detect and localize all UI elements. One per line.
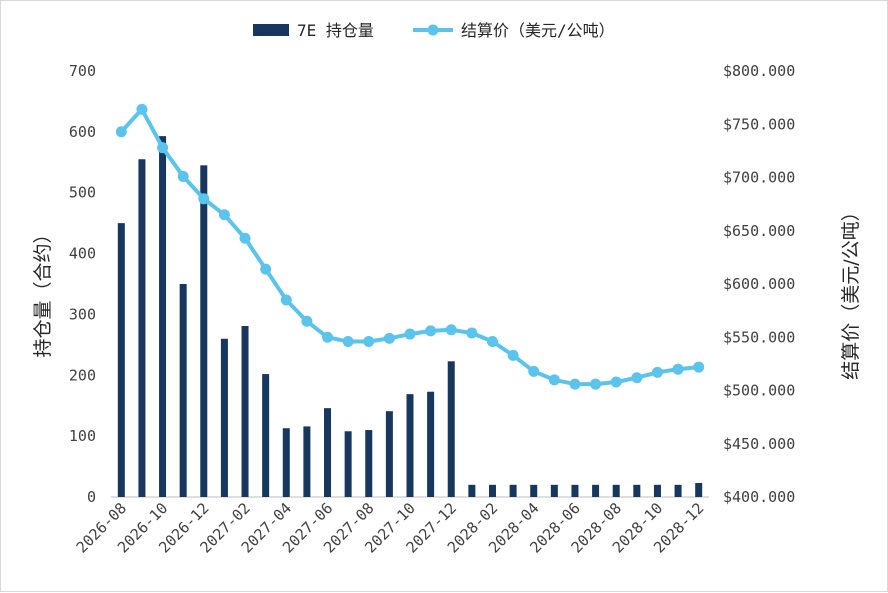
line-point bbox=[404, 328, 416, 340]
y-left-tick-label: 0 bbox=[87, 488, 96, 506]
y-left-tick-label: 500 bbox=[69, 184, 96, 202]
line-point bbox=[342, 336, 354, 348]
x-ticks: 2026-082026-102026-122027-022027-042027-… bbox=[73, 499, 708, 556]
line-point bbox=[115, 126, 127, 138]
y-right-tick-label: $650.000 bbox=[723, 222, 795, 240]
y-right-tick-label: $600.000 bbox=[723, 275, 795, 293]
line-point bbox=[322, 331, 334, 343]
line-point bbox=[528, 365, 540, 377]
bar bbox=[612, 484, 620, 497]
line-point bbox=[218, 209, 230, 221]
line-point bbox=[631, 372, 643, 384]
bar bbox=[220, 338, 228, 497]
line-point bbox=[507, 349, 519, 361]
legend: 7E 持仓量 结算价（美元/公吨） bbox=[253, 21, 615, 40]
bar bbox=[695, 483, 703, 497]
bar bbox=[282, 428, 290, 497]
line-point bbox=[363, 336, 375, 348]
line-point bbox=[280, 294, 292, 306]
bar bbox=[406, 394, 414, 497]
bar bbox=[468, 484, 476, 497]
bar bbox=[179, 284, 187, 497]
line-point bbox=[136, 103, 148, 115]
line-point bbox=[569, 378, 581, 390]
bar bbox=[200, 165, 208, 498]
y-left-tick-label: 100 bbox=[69, 427, 96, 445]
legend-line-marker bbox=[427, 24, 439, 36]
line-point bbox=[693, 361, 705, 373]
bar bbox=[385, 411, 393, 497]
y-right-tick-label: $700.000 bbox=[723, 169, 795, 187]
line-point bbox=[198, 193, 210, 205]
bar bbox=[138, 159, 146, 497]
bar bbox=[530, 484, 538, 497]
y-right-tick-label: $500.000 bbox=[723, 382, 795, 400]
y-right-tick-label: $400.000 bbox=[723, 488, 795, 506]
y-right-ticks: $400.000 $450.000 $500.000 $550.000 $600.000… bbox=[723, 62, 795, 506]
line-point bbox=[445, 324, 457, 336]
y-right-tick-label: $750.000 bbox=[723, 115, 795, 133]
bar-series bbox=[117, 136, 703, 498]
line-point bbox=[157, 142, 169, 154]
legend-bar-swatch bbox=[253, 24, 289, 36]
line-point bbox=[672, 363, 684, 375]
y-right-axis-title: 结算价（美元/公吨） bbox=[840, 202, 862, 379]
y-left-ticks: 0 100 200 300 400 500 600 700 bbox=[69, 62, 96, 506]
bar bbox=[303, 426, 311, 497]
y-left-tick-label: 700 bbox=[69, 62, 96, 80]
line-point bbox=[590, 378, 602, 390]
y-right-tick-label: $550.000 bbox=[723, 328, 795, 346]
y-left-tick-label: 200 bbox=[69, 366, 96, 384]
line-point bbox=[301, 315, 313, 327]
line-point bbox=[177, 170, 189, 182]
line-point bbox=[260, 263, 272, 275]
bar bbox=[488, 484, 496, 497]
bar bbox=[159, 136, 167, 498]
bar bbox=[344, 431, 352, 497]
line-point bbox=[548, 374, 560, 386]
legend-bar-label: 7E 持仓量 bbox=[297, 21, 374, 40]
bar bbox=[592, 484, 600, 497]
line-point bbox=[466, 327, 478, 339]
bar bbox=[447, 361, 455, 497]
line-series bbox=[115, 103, 705, 390]
y-left-tick-label: 300 bbox=[69, 305, 96, 323]
bar bbox=[674, 484, 682, 497]
bar bbox=[117, 223, 125, 497]
bar bbox=[550, 484, 558, 497]
y-right-tick-label: $450.000 bbox=[723, 435, 795, 453]
y-left-tick-label: 400 bbox=[69, 245, 96, 263]
line-point bbox=[651, 366, 663, 378]
series-line bbox=[119, 107, 699, 387]
line-point bbox=[425, 325, 437, 337]
y-left-axis-title: 持仓量（合约） bbox=[32, 224, 54, 357]
line-point bbox=[610, 376, 622, 388]
bar bbox=[571, 484, 579, 497]
legend-line-label: 结算价（美元/公吨） bbox=[461, 21, 615, 40]
bar bbox=[633, 484, 641, 497]
line-point bbox=[383, 332, 395, 344]
bar bbox=[241, 325, 249, 497]
bar bbox=[509, 484, 517, 497]
y-left-tick-label: 600 bbox=[69, 123, 96, 141]
bar bbox=[427, 391, 435, 497]
y-right-tick-label: $800.000 bbox=[723, 62, 795, 80]
bar bbox=[324, 408, 332, 497]
bar bbox=[653, 484, 661, 497]
line-point bbox=[486, 336, 498, 348]
bar bbox=[262, 374, 270, 497]
line-point bbox=[239, 232, 251, 244]
bar bbox=[365, 430, 373, 497]
